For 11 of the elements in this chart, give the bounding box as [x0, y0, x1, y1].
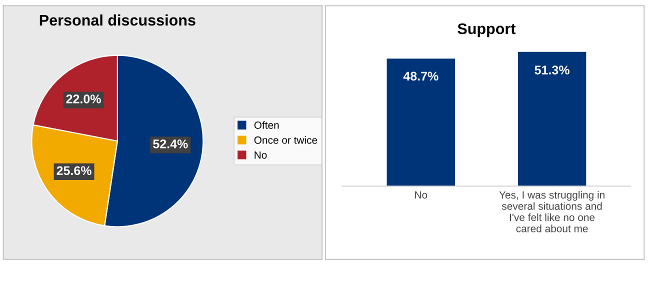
data-label: 48.7% — [403, 72, 438, 81]
legend-label: Once or twice — [254, 136, 318, 144]
data-label: 25.6% — [56, 166, 92, 176]
x-tick-label: Yes, I was struggling in several situations and I've felt like no one cared about me — [499, 190, 604, 232]
data-label: 22.0% — [66, 94, 101, 104]
legend-label: No — [254, 151, 267, 159]
legend-label: Often — [254, 121, 279, 129]
data-label: 52.4% — [153, 140, 188, 148]
data-label: 51.3% — [534, 66, 570, 74]
chart-title: Support — [458, 23, 516, 38]
chart-title: Personal discussions — [40, 14, 196, 26]
